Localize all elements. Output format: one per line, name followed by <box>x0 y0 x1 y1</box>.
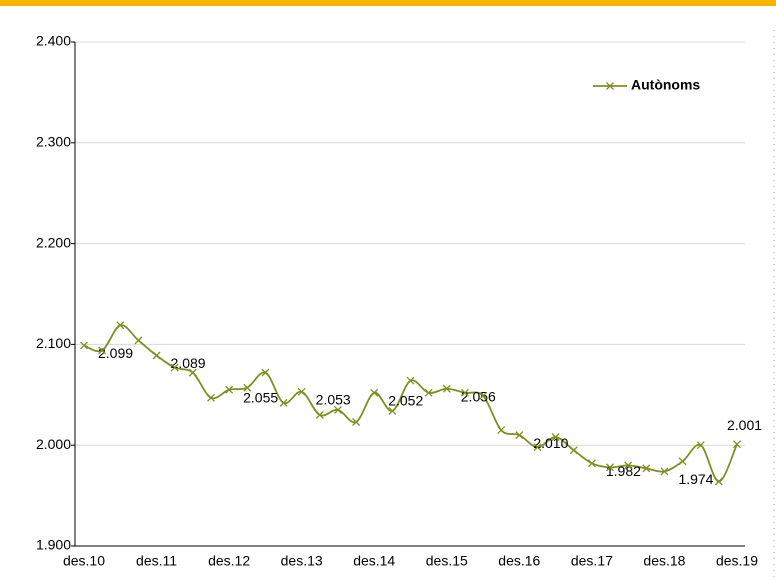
point-marker <box>569 446 578 455</box>
y-tick-label: 2.300 <box>36 134 71 150</box>
point-marker <box>152 351 161 360</box>
point-marker <box>243 383 252 392</box>
point-marker <box>116 321 125 330</box>
point-marker <box>642 464 651 473</box>
point-marker <box>279 398 288 407</box>
legend-label: Autònoms <box>631 77 700 93</box>
data-label: 1.974 <box>678 471 713 487</box>
x-tick-label: des.18 <box>643 553 685 569</box>
data-label: 2.055 <box>243 389 278 405</box>
data-label: 2.001 <box>727 417 762 433</box>
point-marker <box>479 391 488 400</box>
y-tick-label: 2.000 <box>36 436 71 452</box>
point-marker <box>261 368 270 377</box>
y-tick-label: 2.200 <box>36 234 71 250</box>
data-label: 2.089 <box>171 355 206 371</box>
x-tick-label: des.11 <box>136 553 177 569</box>
y-tick-label: 1.900 <box>36 537 71 553</box>
point-marker <box>98 346 107 355</box>
point-marker <box>333 405 342 414</box>
x-tick-label: des.17 <box>571 553 613 569</box>
x-tick-label: des.13 <box>281 553 323 569</box>
point-marker <box>660 467 669 476</box>
point-marker <box>551 433 560 442</box>
point-marker <box>696 441 705 450</box>
top-bar <box>0 0 776 6</box>
x-tick-label: des.15 <box>426 553 468 569</box>
y-tick-label: 2.400 <box>36 33 71 49</box>
point-marker <box>207 393 215 402</box>
point-marker <box>587 459 596 468</box>
point-marker <box>134 336 143 345</box>
point-marker <box>80 341 88 350</box>
x-tick-label: des.16 <box>498 553 540 569</box>
data-label: 2.010 <box>533 435 568 451</box>
point-marker <box>352 418 361 426</box>
point-marker <box>497 426 506 435</box>
point-marker <box>225 385 234 394</box>
x-tick-label: des.19 <box>716 553 758 569</box>
point-marker <box>733 440 741 449</box>
x-tick-label: des.12 <box>208 553 250 569</box>
point-marker <box>388 406 397 415</box>
data-label: 2.056 <box>461 388 496 404</box>
point-marker <box>678 457 687 466</box>
point-marker <box>624 461 633 470</box>
point-marker <box>424 388 433 397</box>
point-marker <box>442 384 451 393</box>
point-marker <box>406 376 415 385</box>
point-marker <box>170 363 179 372</box>
point-marker <box>714 477 723 486</box>
point-marker <box>460 388 469 397</box>
point-marker <box>533 443 542 452</box>
x-tick-label: des.14 <box>353 553 395 569</box>
data-label: 2.052 <box>388 392 423 408</box>
point-marker <box>188 368 197 377</box>
x-tick-label: des.10 <box>63 553 105 569</box>
legend-marker <box>606 82 614 90</box>
point-marker <box>370 388 379 397</box>
data-label: 1.982 <box>606 463 641 479</box>
point-marker <box>606 463 614 472</box>
y-tick-label: 2.100 <box>36 335 71 351</box>
point-marker <box>315 411 324 419</box>
data-label: 2.099 <box>98 345 133 361</box>
point-marker <box>515 431 524 440</box>
point-marker <box>297 387 306 396</box>
data-label: 2.053 <box>316 391 351 407</box>
